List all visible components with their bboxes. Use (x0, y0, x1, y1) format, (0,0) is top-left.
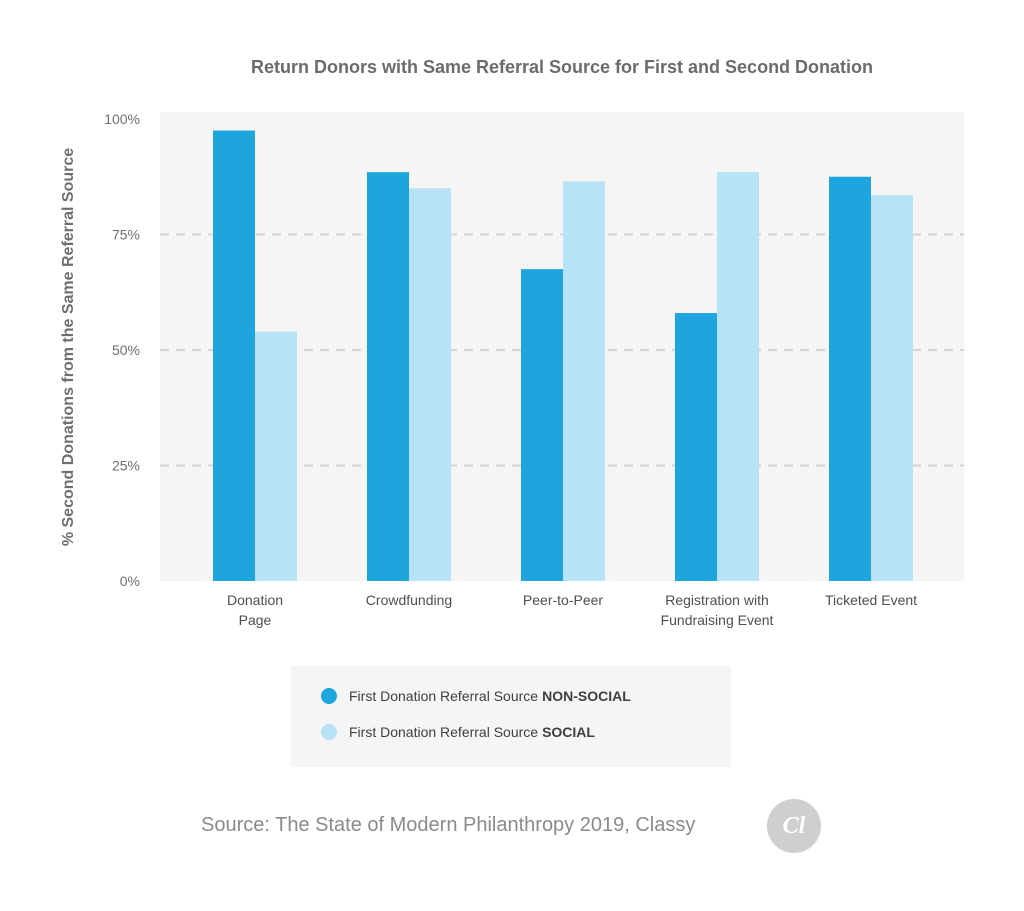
classy-logo: Cl (767, 799, 821, 853)
legend-label-prefix: First Donation Referral Source (349, 724, 539, 740)
bar-non-social-4 (829, 176, 871, 581)
legend-swatch-social (321, 724, 337, 740)
y-tick-label: 25% (112, 458, 140, 474)
bar-non-social-2 (521, 269, 563, 581)
legend: First Donation Referral Source NON-SOCIA… (291, 666, 731, 767)
x-tick-label-line: Donation (227, 592, 283, 608)
bars (213, 130, 913, 582)
x-tick-label-line: Ticketed Event (825, 592, 917, 608)
source-note: Source: The State of Modern Philanthropy… (201, 814, 696, 836)
x-tick-label: Crowdfunding (366, 592, 452, 608)
y-axis-label: % Second Donations from the Same Referra… (60, 148, 77, 546)
y-tick-label: 75% (112, 227, 140, 243)
x-tick-label: Donation Page (227, 592, 283, 628)
x-tick-label: Registration with Fundraising Event (661, 592, 774, 628)
x-tick-labels: Donation Page Crowdfunding Peer-to-Peer Regi… (227, 592, 917, 628)
x-tick-label-line: Registration with (665, 592, 769, 608)
chart: Return Donors with Same Referral Source … (60, 57, 964, 628)
x-tick-label: Ticketed Event (825, 592, 917, 608)
x-tick-label-line: Crowdfunding (366, 592, 452, 608)
legend-label-strong: NON-SOCIAL (542, 688, 631, 704)
legend-item-non-social: First Donation Referral Source NON-SOCIA… (321, 688, 631, 704)
x-tick-label: Peer-to-Peer (523, 592, 603, 608)
bar-social-2 (563, 181, 605, 581)
bar-social-3 (717, 172, 759, 581)
bar-social-0 (255, 331, 297, 581)
x-tick-label-line: Peer-to-Peer (523, 592, 603, 608)
y-tick-label: 50% (112, 342, 140, 358)
y-tick-label: 0% (120, 573, 140, 589)
bar-non-social-3 (675, 313, 717, 581)
bar-non-social-1 (367, 172, 409, 581)
y-tick-labels: 100% 75% 50% 25% 0% (104, 111, 140, 589)
bar-non-social-0 (213, 130, 255, 582)
bar-social-4 (871, 195, 913, 582)
x-tick-label-line: Fundraising Event (661, 612, 774, 628)
legend-item-social: First Donation Referral Source SOCIAL (321, 724, 595, 740)
logo-mark: Cl (783, 813, 806, 839)
logo-text: Cl (783, 813, 806, 839)
x-tick-label-line: Page (239, 612, 272, 628)
y-tick-label: 100% (104, 111, 140, 127)
bar-social-1 (409, 188, 451, 582)
legend-label-prefix: First Donation Referral Source (349, 688, 539, 704)
chart-title: Return Donors with Same Referral Source … (251, 57, 873, 77)
legend-label-strong: SOCIAL (542, 724, 595, 740)
legend-swatch-non-social (321, 688, 337, 704)
